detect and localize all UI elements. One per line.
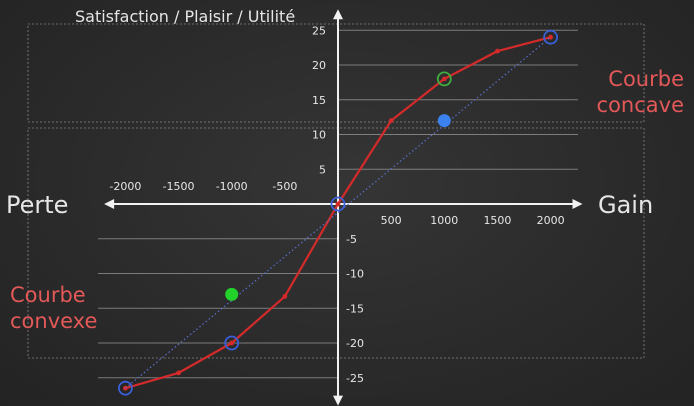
convex-zone-frame bbox=[27, 127, 645, 359]
y-tick-label: 25 bbox=[312, 24, 326, 37]
curve-point bbox=[229, 340, 235, 346]
y-tick-labels: 25 20 15 10 5 -5 -10 -15 -20 -25 bbox=[312, 24, 364, 385]
curve-point bbox=[495, 48, 500, 54]
concave-zone-frame bbox=[27, 23, 645, 123]
curve-point bbox=[441, 76, 447, 82]
x-axis-arrow-right bbox=[572, 199, 583, 209]
ring-marker bbox=[543, 29, 558, 45]
x-axis-arrow-left bbox=[104, 199, 115, 209]
annotation-text: Courbe bbox=[608, 67, 684, 91]
x-tick-label: 500 bbox=[381, 214, 402, 227]
y-tick-label: -15 bbox=[346, 302, 364, 315]
y-axis-arrow-bottom bbox=[333, 395, 343, 406]
x-tick-label: 2000 bbox=[537, 214, 565, 227]
y-tick-label: -10 bbox=[346, 268, 364, 281]
marker-layer bbox=[118, 29, 558, 396]
curve-point bbox=[335, 201, 341, 207]
series-layer bbox=[123, 34, 553, 391]
ring-marker bbox=[224, 335, 240, 351]
chart-title: Satisfaction / Plaisir / Utilité bbox=[75, 7, 295, 26]
y-tick-label: -20 bbox=[346, 337, 364, 350]
y-axis-arrow-top bbox=[333, 9, 343, 20]
x-tick-label: 1000 bbox=[430, 214, 458, 227]
annotation-text: Courbe bbox=[10, 283, 86, 307]
y-tick-label: -25 bbox=[346, 372, 364, 385]
curve-point bbox=[176, 370, 181, 376]
ring-marker bbox=[118, 380, 133, 396]
ring-marker bbox=[436, 71, 452, 87]
y-tick-label: 10 bbox=[312, 129, 326, 142]
y-tick-label: -5 bbox=[346, 233, 357, 246]
y-tick-label: 15 bbox=[312, 94, 326, 107]
curve-point bbox=[282, 294, 288, 299]
x-tick-label: -1500 bbox=[163, 180, 195, 193]
x-axis-label-right: Gain bbox=[598, 191, 653, 219]
annotation-text: convexe bbox=[10, 309, 97, 333]
x-tick-label: -2000 bbox=[109, 180, 141, 193]
x-tick-label: 1500 bbox=[483, 214, 511, 227]
annotation-text: concave bbox=[597, 93, 684, 117]
y-tick-label: 20 bbox=[312, 59, 326, 72]
y-tick-label: 5 bbox=[319, 163, 326, 176]
curve-point bbox=[388, 118, 394, 123]
dot-marker bbox=[225, 287, 239, 301]
x-tick-label: -1000 bbox=[216, 180, 248, 193]
x-tick-labels: -2000 -1500 -1000 -500 500 1000 1500 2000 bbox=[109, 180, 564, 227]
x-axis-label-left: Perte bbox=[6, 191, 68, 219]
x-tick-label: -500 bbox=[272, 180, 297, 193]
curve-point bbox=[548, 34, 553, 40]
ring-marker bbox=[330, 196, 346, 212]
dot-marker bbox=[437, 114, 451, 128]
